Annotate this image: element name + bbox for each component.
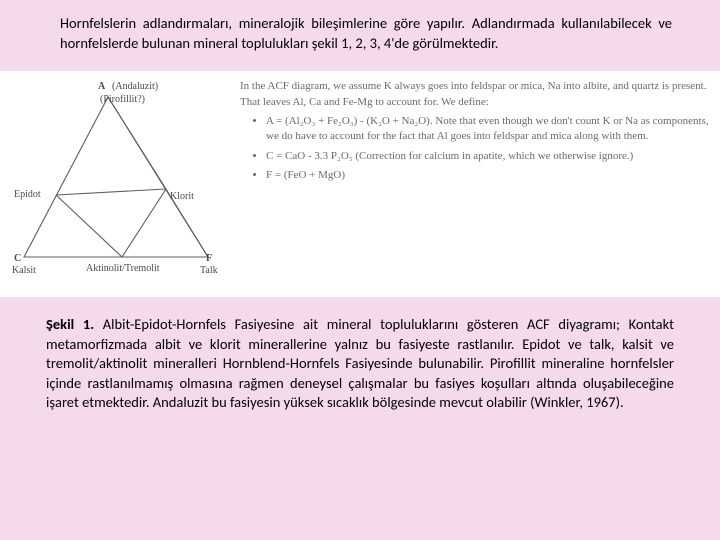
edge-bottom-label: Aktinolit/Tremolit (86, 263, 160, 274)
acf-triangle-diagram: A (Andaluzit) (Pirofillit?) Epidot Klori… (0, 71, 232, 297)
definition-item: C = CaO - 3.3 P₂O₅ (Correction for calci… (266, 149, 710, 164)
definition-item: F = (FeO + MgO) (266, 168, 710, 183)
figure-caption: Şekil 1. Albit-Epidot-Hornfels Fasiyesin… (0, 297, 720, 423)
caption-lead: Şekil 1. (46, 315, 94, 333)
definition-item: A = (Al₂O₃ + Fe₂O₃) - (K₂O + Na₂O). Note… (266, 114, 710, 145)
figure-panel: A (Andaluzit) (Pirofillit?) Epidot Klori… (0, 71, 720, 297)
edge-right-label: Klorit (170, 191, 194, 202)
vertex-a-label: A (98, 81, 105, 92)
intro-paragraph: Hornfelslerin adlandırmaları, mineraloji… (0, 0, 720, 63)
vertex-c-sub: Kalsit (12, 265, 36, 276)
vertex-a-sub2: (Pirofillit?) (100, 94, 145, 105)
vertex-f-sub: Talk (200, 265, 218, 276)
vertex-c-label: C (14, 253, 21, 264)
acf-definitions: In the ACF diagram, we assume K always g… (232, 71, 720, 297)
vertex-f-label: F (206, 253, 212, 264)
vertex-a-sub: (Andaluzit) (112, 81, 158, 92)
caption-body: Albit-Epidot-Hornfels Fasiyesine ait min… (46, 315, 674, 411)
definitions-lead: In the ACF diagram, we assume K always g… (240, 79, 710, 110)
definitions-list: A = (Al₂O₃ + Fe₂O₃) - (K₂O + Na₂O). Note… (240, 114, 710, 184)
edge-left-label: Epidot (14, 189, 41, 200)
